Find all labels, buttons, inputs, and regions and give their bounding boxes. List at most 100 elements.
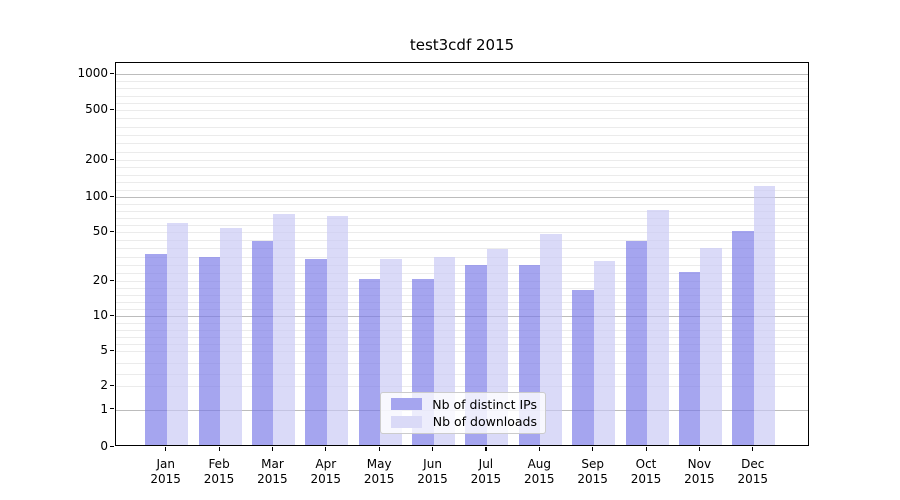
major-gridline-1000: [116, 74, 808, 75]
minor-gridline-2: [116, 386, 808, 387]
minor-gridline-5: [116, 351, 808, 352]
legend-swatch-nb-of-downloads: [391, 415, 422, 428]
minor-gridline: [116, 309, 808, 310]
y-tick-label-20: 20: [92, 273, 108, 287]
minor-gridline: [116, 344, 808, 345]
x-tick-mark-apr: [325, 447, 327, 451]
x-tick-label-may: May 2015: [349, 457, 409, 487]
y-tick-mark-1: [110, 408, 114, 410]
bar-nb-of-downloads-apr-2015: [326, 215, 349, 445]
x-tick-mark-dec: [752, 447, 754, 451]
x-tick-month: May: [366, 457, 392, 471]
y-tick-label-5: 5: [100, 343, 108, 357]
x-tick-month: Jan: [156, 457, 175, 471]
minor-gridline-20: [116, 281, 808, 282]
minor-gridline: [116, 218, 808, 219]
minor-gridline: [116, 135, 808, 136]
legend-row-1: Nb of distinct IPs: [389, 396, 537, 412]
x-tick-mark-feb: [218, 447, 220, 451]
y-tick-label-50: 50: [92, 224, 108, 238]
minor-gridline: [116, 126, 808, 128]
x-tick-year: 2015: [363, 472, 395, 486]
x-tick-month: Oct: [635, 457, 657, 471]
bar-nb-of-downloads-sep-2015: [593, 261, 616, 445]
minor-gridline: [116, 225, 808, 226]
legend-row-2: Nb of downloads: [389, 414, 537, 430]
x-tick-year: 2015: [470, 472, 502, 486]
x-tick-mark-may: [378, 447, 380, 451]
minor-gridline-200: [116, 160, 808, 161]
x-tick-mark-jul: [485, 447, 487, 451]
y-tick-mark-100: [110, 195, 114, 197]
x-tick-label-jun: Jun 2015: [403, 457, 463, 487]
minor-gridline: [116, 102, 808, 104]
legend-label-nb-of-distinct-ips: Nb of distinct IPs: [432, 396, 537, 412]
major-gridline-100: [116, 197, 808, 198]
minor-gridline: [116, 240, 808, 242]
minor-gridline: [116, 323, 808, 324]
x-tick-label-mar: Mar 2015: [242, 457, 302, 487]
minor-gridline: [116, 88, 808, 90]
y-tick-mark-2: [110, 384, 114, 386]
y-tick-mark-5: [110, 349, 114, 351]
x-tick-mark-mar: [271, 447, 274, 451]
x-tick-year: 2015: [417, 472, 448, 486]
minor-gridline: [116, 272, 808, 274]
minor-gridline: [116, 204, 808, 205]
bar-nb-of-distinct-ips-feb-2015: [198, 257, 221, 445]
y-tick-mark-1000: [110, 72, 114, 74]
x-tick-label-oct: Oct 2015: [616, 457, 676, 487]
x-tick-month: Mar: [261, 457, 284, 471]
minor-gridline: [116, 95, 808, 97]
minor-gridline: [116, 143, 808, 145]
x-tick-label-jan: Jan 2015: [136, 457, 196, 487]
x-tick-month: Apr: [315, 457, 337, 471]
bar-nb-of-distinct-ips-may-2015: [358, 279, 381, 445]
x-tick-year: 2015: [150, 472, 181, 486]
minor-gridline: [116, 151, 808, 153]
y-tick-label-10: 10: [92, 308, 108, 322]
minor-gridline: [116, 302, 808, 303]
y-tick-mark-10: [110, 314, 114, 316]
bar-nb-of-downloads-mar-2015: [273, 213, 295, 445]
legend: Nb of distinct IPs Nb of downloads: [380, 392, 546, 434]
minor-gridline: [116, 81, 808, 83]
major-gridline-10: [116, 316, 808, 317]
x-tick-month: Dec: [741, 457, 765, 471]
plot-area: [115, 62, 809, 446]
y-tick-label-2: 2: [100, 378, 108, 392]
y-tick-label-200: 200: [85, 152, 108, 166]
bar-nb-of-downloads-jan-2015: [166, 222, 189, 445]
minor-gridline: [116, 189, 808, 191]
x-tick-mark-nov: [698, 447, 701, 451]
y-tick-label-0: 0: [100, 439, 108, 453]
minor-gridline: [116, 374, 808, 376]
x-tick-year: 2015: [684, 472, 715, 486]
minor-gridline: [116, 330, 808, 331]
y-tick-label-100: 100: [85, 189, 108, 203]
minor-gridline: [116, 167, 808, 169]
x-tick-month: Sep: [581, 457, 604, 471]
x-tick-month: Nov: [687, 457, 712, 471]
minor-gridline: [116, 256, 808, 258]
legend-label-nb-of-downloads: Nb of downloads: [432, 414, 537, 430]
y-tick-label-500: 500: [85, 102, 108, 116]
bar-nb-of-downloads-dec-2015: [753, 186, 776, 445]
x-tick-year: 2015: [203, 472, 235, 486]
x-tick-mark-aug: [538, 447, 540, 451]
x-tick-year: 2015: [577, 472, 608, 486]
bar-nb-of-downloads-nov-2015: [700, 247, 722, 445]
x-tick-mark-oct: [645, 447, 647, 451]
x-tick-year: 2015: [524, 472, 555, 486]
x-tick-year: 2015: [310, 472, 342, 486]
bar-nb-of-distinct-ips-sep-2015: [572, 290, 594, 445]
minor-gridline: [116, 118, 808, 120]
x-tick-month: Jun: [423, 457, 442, 471]
x-tick-label-nov: Nov 2015: [669, 457, 729, 487]
minor-gridline: [116, 288, 808, 289]
minor-gridline: [116, 337, 808, 338]
x-tick-mark-jun: [432, 447, 434, 451]
x-tick-label-dec: Dec 2015: [723, 457, 783, 487]
x-tick-label-apr: Apr 2015: [296, 457, 356, 487]
